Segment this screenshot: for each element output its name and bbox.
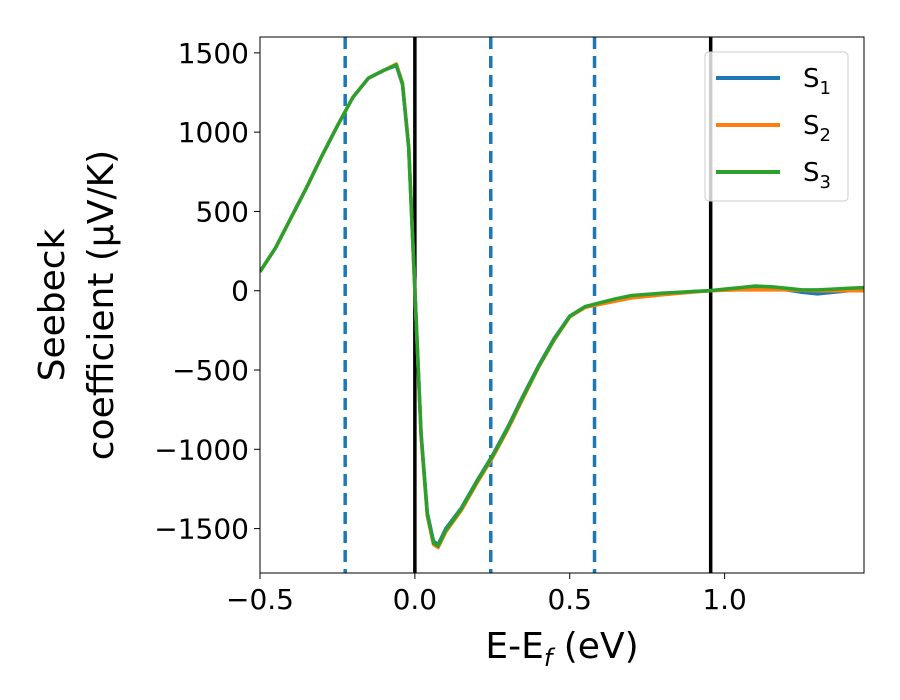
y-axis-title-line1: Seebeck: [32, 228, 73, 381]
y-tick-label: −1000: [154, 433, 249, 466]
y-tick-label: 1500: [178, 37, 249, 70]
series-line-3: [260, 63, 864, 548]
x-tick-label: 0.0: [393, 583, 438, 616]
plot-frame: [259, 36, 865, 574]
x-tick-label: 0.5: [547, 583, 592, 616]
y-tick-label: −500: [172, 354, 249, 387]
legend: S1 S2 S3: [704, 51, 849, 202]
legend-label-2: S2: [803, 111, 831, 146]
y-tick-label: 500: [196, 195, 249, 228]
x-tick-label: −0.5: [226, 583, 294, 616]
legend-label-3: S3: [803, 158, 831, 193]
y-tick-label: −1500: [154, 513, 249, 546]
x-axis-title: E-Ef (eV): [485, 626, 638, 672]
y-tick-label: 0: [231, 275, 249, 308]
legend-label-1: S1: [803, 64, 831, 99]
y-axis-title-line2: coefficient (μV/K): [81, 150, 122, 460]
y-tick-label: 1000: [178, 116, 249, 149]
x-tick-label: 1.0: [702, 583, 747, 616]
